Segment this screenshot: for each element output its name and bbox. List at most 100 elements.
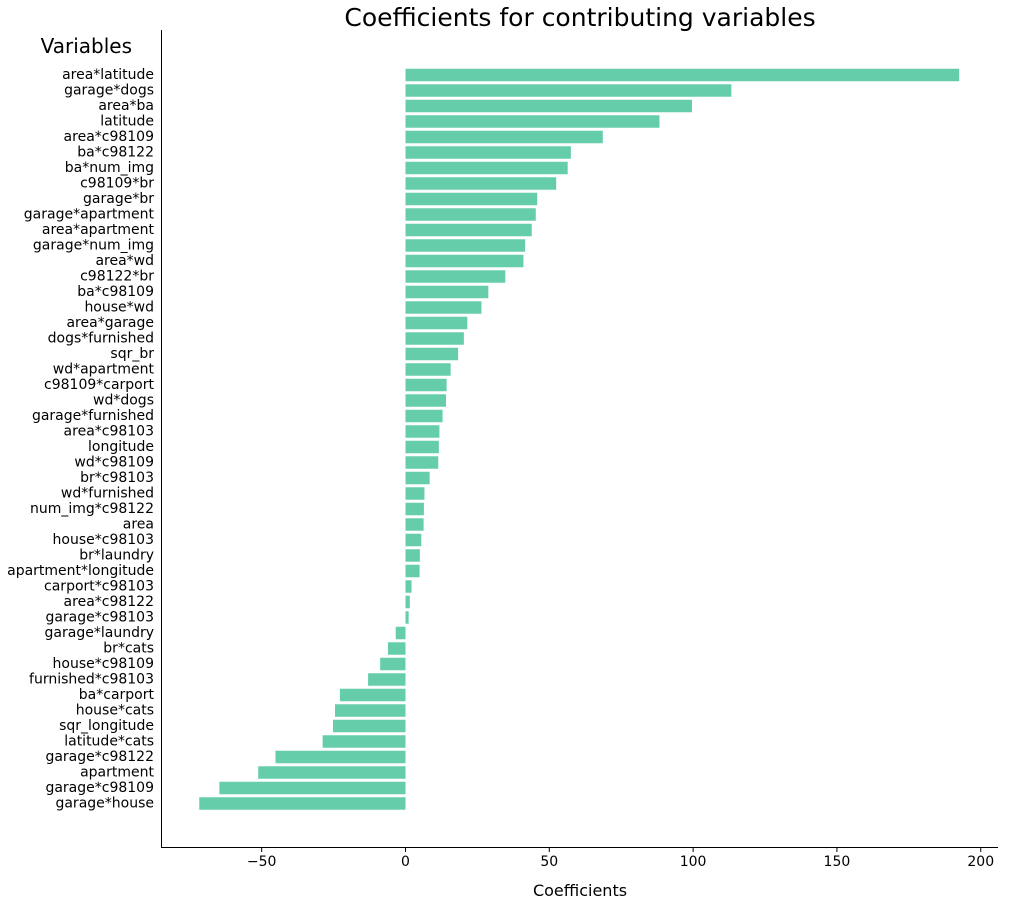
bar bbox=[333, 719, 406, 733]
category-label: wd*dogs bbox=[93, 393, 154, 409]
category-label: sqr_longitude bbox=[59, 718, 154, 734]
category-label: garage*furnished bbox=[32, 408, 154, 424]
bar bbox=[405, 130, 603, 144]
x-tick-label: 150 bbox=[824, 854, 851, 870]
category-label: ba*num_img bbox=[65, 160, 154, 176]
bar bbox=[405, 580, 412, 593]
bar bbox=[405, 425, 440, 438]
category-label: house*wd bbox=[84, 300, 154, 316]
x-tick-label: −50 bbox=[247, 854, 277, 870]
category-label: area*apartment bbox=[42, 222, 155, 238]
bar bbox=[339, 688, 406, 702]
category-label: area*latitude bbox=[62, 67, 154, 83]
bar bbox=[405, 611, 409, 624]
bar bbox=[405, 285, 489, 299]
category-label: wd*apartment bbox=[53, 362, 155, 378]
category-label: br*laundry bbox=[79, 548, 154, 564]
category-label: garage*c98103 bbox=[45, 610, 154, 626]
category-label: c98122*br bbox=[80, 269, 154, 285]
bar bbox=[405, 177, 557, 190]
category-label: br*cats bbox=[103, 641, 154, 657]
bar bbox=[258, 766, 406, 779]
x-tick-label: 200 bbox=[967, 854, 994, 870]
category-label: wd*c98109 bbox=[74, 455, 154, 471]
bar bbox=[405, 316, 468, 330]
category-label: garage*br bbox=[83, 191, 154, 207]
category-label: garage*num_img bbox=[33, 238, 154, 254]
bar bbox=[405, 409, 443, 423]
category-label: garage*laundry bbox=[45, 625, 154, 641]
category-label: latitude*cats bbox=[64, 734, 154, 750]
bar bbox=[405, 518, 424, 531]
x-axis-label: Coefficients bbox=[533, 881, 627, 900]
bar bbox=[405, 301, 482, 314]
category-label: area*c98122 bbox=[64, 594, 154, 610]
bar bbox=[405, 533, 422, 547]
category-label: wd*furnished bbox=[61, 486, 154, 502]
category-label: apartment bbox=[80, 765, 154, 781]
bar bbox=[405, 84, 732, 97]
bar bbox=[405, 502, 424, 516]
category-label: garage*c98109 bbox=[45, 780, 154, 796]
bar bbox=[387, 642, 406, 655]
y-axis-label: Variables bbox=[41, 34, 132, 58]
bar bbox=[380, 657, 406, 671]
category-label: furnished*c98103 bbox=[29, 672, 154, 688]
category-label: area*c98103 bbox=[64, 424, 154, 440]
category-label: garage*c98122 bbox=[45, 749, 154, 765]
category-label: garage*dogs bbox=[64, 83, 154, 99]
category-label: c98109*br bbox=[80, 176, 154, 192]
category-label: garage*house bbox=[55, 796, 154, 812]
bar bbox=[405, 68, 960, 82]
bar bbox=[405, 254, 524, 268]
bar bbox=[405, 223, 532, 237]
bar bbox=[275, 750, 406, 764]
category-label: house*c98103 bbox=[53, 532, 154, 548]
bar bbox=[368, 673, 406, 686]
category-label: dogs*furnished bbox=[48, 331, 154, 347]
bar bbox=[405, 549, 420, 562]
category-label: sqr_br bbox=[110, 346, 154, 362]
bar bbox=[405, 394, 447, 407]
bar bbox=[405, 363, 451, 376]
bar bbox=[335, 704, 406, 717]
bar bbox=[405, 347, 459, 361]
category-label: garage*apartment bbox=[24, 207, 155, 223]
bar bbox=[405, 487, 425, 500]
category-label: longitude bbox=[88, 439, 154, 455]
chart-title: Coefficients for contributing variables bbox=[344, 3, 815, 32]
bar bbox=[405, 471, 430, 485]
category-label: area*wd bbox=[95, 253, 154, 269]
x-tick-label: 100 bbox=[680, 854, 707, 870]
bar bbox=[405, 146, 571, 159]
bar bbox=[405, 332, 464, 345]
x-tick-label: 50 bbox=[540, 854, 558, 870]
bars-group bbox=[199, 68, 960, 810]
category-label: apartment*longitude bbox=[7, 563, 154, 579]
bar bbox=[395, 626, 406, 640]
category-label: latitude bbox=[100, 114, 154, 130]
bar bbox=[405, 270, 506, 283]
bar bbox=[405, 378, 447, 392]
bar bbox=[322, 735, 406, 748]
bar bbox=[405, 595, 410, 609]
bar bbox=[405, 239, 526, 252]
category-label: area*ba bbox=[98, 98, 154, 114]
category-label: ba*carport bbox=[79, 687, 155, 703]
bar bbox=[405, 99, 692, 113]
bar bbox=[405, 440, 439, 454]
category-label: carport*c98103 bbox=[44, 579, 154, 595]
x-tick-label: 0 bbox=[401, 854, 410, 870]
category-label: ba*c98122 bbox=[77, 145, 154, 161]
bar bbox=[405, 161, 568, 175]
category-label: br*c98103 bbox=[80, 470, 154, 486]
category-label: ba*c98109 bbox=[77, 284, 154, 300]
bar bbox=[405, 564, 420, 578]
bar bbox=[405, 115, 660, 128]
category-label: house*c98109 bbox=[53, 656, 154, 672]
category-label: c98109*carport bbox=[44, 377, 154, 393]
bar bbox=[219, 781, 406, 795]
x-axis-ticks: −50 0 50 100 150 200 bbox=[247, 847, 994, 870]
